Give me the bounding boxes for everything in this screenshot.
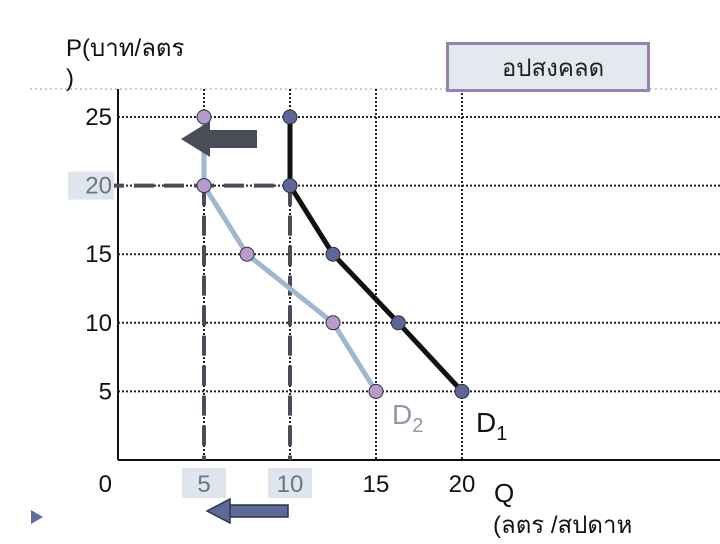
series-group — [196, 109, 470, 399]
y-tick-label: 5 — [99, 378, 112, 405]
y-tick-label: 0 — [99, 471, 112, 498]
arrows — [181, 121, 289, 525]
axes — [117, 89, 720, 461]
curve-label-subscript: 1 — [496, 423, 507, 445]
arrow-head — [181, 121, 210, 157]
y-axis-label: P(บาท/ลตร ) — [66, 35, 185, 92]
title-box: อปสงคลด — [446, 42, 650, 92]
tick-labels: 25 20 15 10 5 0 5 10 15 20 Q — [68, 104, 514, 508]
data-point-d2 — [239, 246, 255, 262]
bullet-triangle-icon — [31, 510, 43, 524]
curve-label-d1: D1 — [476, 407, 507, 445]
tick-highlight — [182, 468, 226, 498]
data-point-d2 — [196, 178, 212, 194]
x-tick-label: 15 — [363, 471, 390, 498]
y-tick-label: 10 — [85, 310, 112, 337]
y-tick-label: 20 — [85, 173, 112, 200]
data-point-d1 — [390, 315, 406, 331]
y-tick-label: 15 — [85, 241, 112, 268]
quantity-left-arrow-icon — [205, 497, 289, 525]
x-tick-label: 10 — [277, 471, 304, 498]
shift-left-arrow-icon — [181, 121, 257, 157]
curve-label-d2: D2 — [392, 399, 423, 437]
arrow-head — [205, 497, 231, 525]
data-point-d1 — [454, 383, 470, 399]
curve-label-subscript: 2 — [412, 415, 423, 437]
x-tick-label: 20 — [449, 471, 476, 498]
arrow-shaft — [207, 130, 257, 148]
data-point-d2 — [368, 383, 384, 399]
x-axis-unit: (ลตร /สปดาห — [493, 512, 633, 539]
curve-labels: D1 D2 — [392, 399, 507, 445]
tick-highlight — [68, 171, 114, 200]
data-point-d1 — [325, 246, 341, 262]
data-point-d2 — [196, 109, 212, 125]
tick-highlight — [268, 468, 312, 498]
data-point-d1 — [282, 109, 298, 125]
y-tick-label: 25 — [85, 104, 112, 131]
data-point-d2 — [325, 315, 341, 331]
data-point-d1 — [282, 178, 298, 194]
arrow-shaft — [227, 504, 289, 518]
x-axis-label: Q — [494, 478, 514, 508]
x-tick-label: 5 — [197, 471, 210, 498]
